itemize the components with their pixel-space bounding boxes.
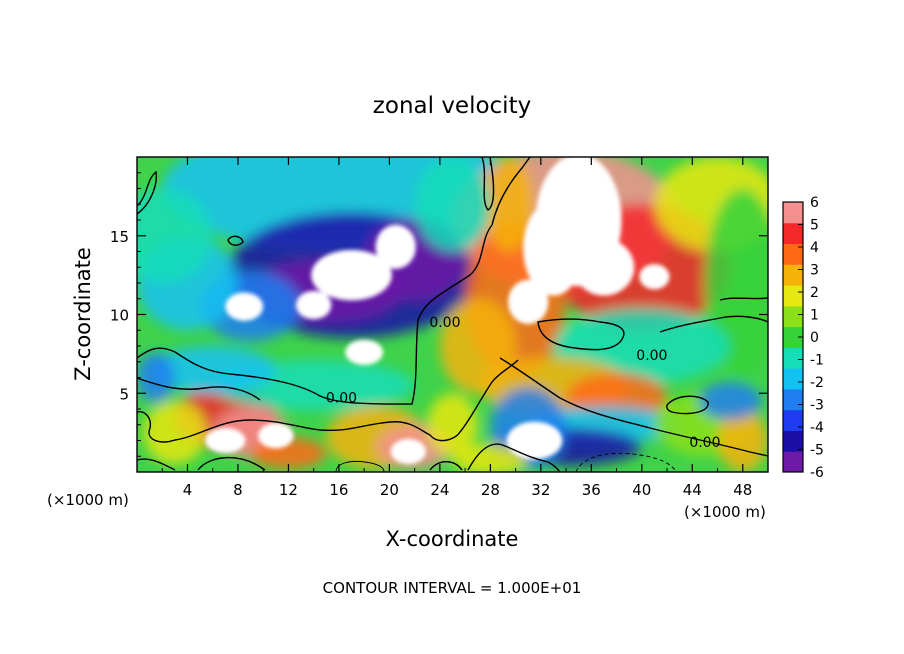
out-of-range-region	[205, 427, 246, 454]
x-tick-label: 16	[329, 481, 348, 499]
x-tick-label: 12	[279, 481, 298, 499]
colorbar-tick-label: 2	[810, 285, 819, 301]
contour-label: 0.00	[326, 391, 357, 407]
colorbar-tick-label: -6	[810, 465, 824, 481]
field-blob	[149, 346, 276, 394]
colorbar-segment	[783, 409, 803, 431]
out-of-range-region	[311, 249, 392, 301]
colorbar-tick-label: 1	[810, 308, 819, 324]
field-blob	[137, 352, 175, 403]
y-tick-label: 10	[110, 307, 129, 325]
colorbar-tick-label: 5	[810, 218, 819, 234]
colorbar: 6 5 4 3 2 1 0 -1 -2 -3 -4 -5 -6	[782, 195, 824, 481]
contour-line	[499, 357, 768, 457]
x-tick-label: 48	[733, 481, 752, 499]
out-of-range-region	[296, 290, 332, 320]
contour-line	[719, 297, 768, 301]
field-blob	[143, 401, 207, 465]
colorbar-segment	[783, 451, 803, 473]
field-blob	[137, 188, 213, 283]
x-tick-label: 4	[183, 481, 193, 499]
out-of-range-region	[225, 292, 264, 321]
x-tick-label: 36	[582, 481, 601, 499]
out-of-range-region	[345, 339, 384, 365]
out-of-range-region	[523, 201, 584, 296]
colorbar-tick-label: 3	[810, 263, 819, 279]
colorbar-segment	[783, 222, 803, 245]
contour-label: 0.00	[636, 348, 667, 364]
y-tick-label: 15	[110, 228, 129, 246]
contour-line	[666, 395, 709, 415]
contour-line	[137, 157, 531, 405]
colorbar-tick-label: -5	[810, 443, 824, 459]
x-unit-right: (×1000 m)	[684, 503, 766, 521]
field-blob	[717, 409, 768, 472]
contour-line-dashed	[575, 452, 677, 472]
colorbar-segment	[783, 388, 803, 411]
colorbar-segment	[783, 264, 803, 286]
colorbar-segment	[783, 326, 803, 348]
colorbar-tick-label: 4	[810, 240, 819, 256]
x-tick-label: 28	[481, 481, 500, 499]
contour-label: 0.00	[689, 435, 720, 451]
field-blob	[698, 382, 762, 421]
x-tick-label: 24	[430, 481, 449, 499]
x-unit-left: (×1000 m)	[47, 491, 129, 509]
out-of-range-region	[375, 224, 416, 269]
colorbar-tick-label: -4	[810, 420, 824, 436]
colorbar-segment	[783, 430, 803, 452]
contour-line	[481, 157, 495, 211]
x-tick-label: 8	[233, 481, 243, 499]
contour-line	[227, 235, 244, 246]
out-of-range-region	[506, 421, 563, 460]
x-tick-label: 32	[531, 481, 550, 499]
y-axis-label: Z-coordinate	[71, 247, 95, 381]
contour-line	[137, 170, 157, 215]
colorbar-segment	[783, 368, 803, 390]
contour-label: 0.00	[429, 315, 460, 331]
contour-line	[537, 318, 625, 351]
colorbar-tick-label: 0	[810, 330, 819, 346]
colorbar-tick-label: -1	[810, 353, 824, 369]
colorbar-segment	[783, 202, 803, 224]
field-blob	[484, 157, 535, 252]
contour-line	[137, 377, 261, 401]
out-of-range-region	[639, 264, 670, 290]
out-of-range-region	[508, 279, 549, 324]
colorbar-segment	[783, 305, 803, 328]
chart-title: zonal velocity	[373, 93, 531, 119]
colorbar-tick-label: -2	[810, 375, 824, 391]
x-tick-label: 20	[380, 481, 399, 499]
out-of-range-region	[573, 238, 635, 296]
x-tick-label: 44	[683, 481, 702, 499]
x-tick-label: 40	[632, 481, 651, 499]
colorbar-segment	[783, 347, 803, 369]
contour-interval-note: CONTOUR INTERVAL = 1.000E+01	[323, 579, 582, 597]
contour-line	[467, 443, 561, 472]
contour-labels: 0.00 0.00 0.00 0.00	[326, 315, 721, 451]
out-of-range-region	[390, 438, 426, 465]
plot-area: 0.00 0.00 0.00 0.00	[137, 157, 768, 472]
y-tick-label: 5	[119, 385, 129, 403]
contour-line	[137, 359, 519, 443]
contour-line	[429, 461, 463, 471]
colorbar-tick-label: -3	[810, 398, 824, 414]
white-regions	[205, 157, 670, 465]
field-blobs	[137, 157, 768, 472]
x-axis-label: X-coordinate	[386, 527, 519, 551]
out-of-range-region	[258, 423, 294, 449]
contour-line	[197, 456, 266, 471]
colorbar-segment	[783, 243, 803, 265]
zero-contours	[137, 157, 768, 472]
contour-line	[137, 458, 176, 471]
colorbar-tick-label: 6	[810, 195, 819, 211]
colorbar-segment	[783, 285, 803, 307]
field-blob	[414, 157, 491, 252]
contour-line	[659, 315, 768, 333]
